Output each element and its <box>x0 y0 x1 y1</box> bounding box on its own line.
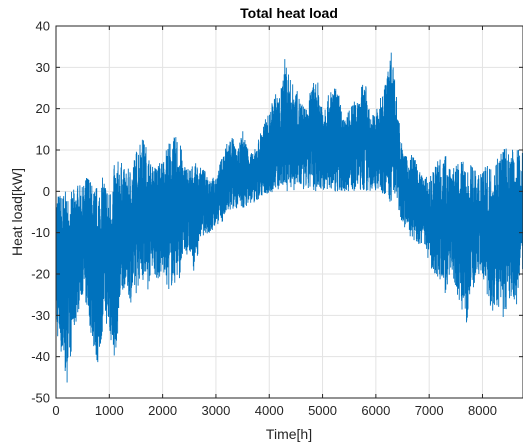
x-tick-label: 0 <box>52 403 59 418</box>
x-tick-label: 3000 <box>201 403 230 418</box>
plot-box <box>55 25 523 399</box>
x-axis-ticks: 0 1000 2000 3000 4000 5000 6000 7000 8000 <box>52 26 497 418</box>
x-tick-label: 4000 <box>255 403 284 418</box>
y-tick-label: 40 <box>36 19 50 34</box>
x-tick-label: 7000 <box>415 403 444 418</box>
data-series <box>55 52 523 383</box>
y-tick-label: -30 <box>31 308 50 323</box>
y-axis-ticks: -50 -40 -30 -20 -10 0 10 20 30 40 <box>31 19 523 406</box>
x-tick-label: 6000 <box>361 403 390 418</box>
chart-title: Total heat load <box>240 5 338 21</box>
x-tick-label: 1000 <box>95 403 124 418</box>
y-tick-label: -50 <box>31 391 50 406</box>
y-tick-label: 30 <box>36 60 50 75</box>
x-axis-label: Time[h] <box>266 426 312 442</box>
x-tick-label: 8000 <box>468 403 497 418</box>
y-tick-label: -10 <box>31 225 50 240</box>
x-tick-label: 5000 <box>308 403 337 418</box>
y-axis-label: Heat load[kW] <box>9 168 25 256</box>
y-tick-label: -40 <box>31 349 50 364</box>
y-tick-label: -20 <box>31 267 50 282</box>
y-tick-label: 20 <box>36 101 50 116</box>
y-tick-label: 10 <box>36 143 50 158</box>
y-tick-label: 0 <box>43 184 50 199</box>
heat-load-series-line <box>55 52 523 383</box>
x-tick-label: 2000 <box>148 403 177 418</box>
